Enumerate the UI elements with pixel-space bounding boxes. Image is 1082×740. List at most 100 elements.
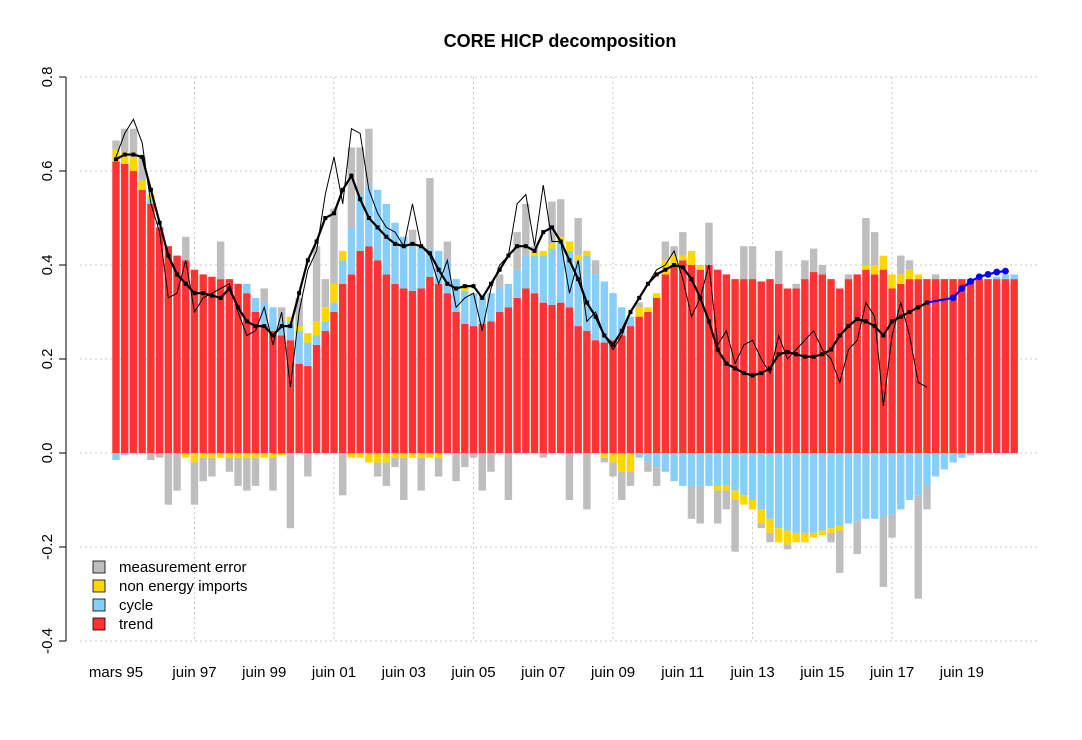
- bar-non-energy-imports: [809, 532, 818, 538]
- bar-cycle: [670, 453, 678, 482]
- y-tick-label: 0.8: [39, 67, 56, 88]
- point-smoothed: [785, 349, 790, 354]
- point-smoothed: [201, 291, 206, 296]
- bar-trend: [426, 276, 434, 453]
- bar-measurement-error: [452, 453, 460, 482]
- chart-title: CORE HICP decomposition: [444, 31, 677, 51]
- point-smoothed: [410, 241, 415, 246]
- bar-trend: [286, 340, 295, 453]
- bar-cycle: [312, 335, 321, 345]
- bar-trend: [321, 330, 329, 453]
- bar-measurement-error: [426, 178, 434, 249]
- point-smoothed: [236, 305, 241, 310]
- bar-non-energy-imports: [897, 274, 905, 284]
- legend-swatch: [92, 598, 106, 612]
- bar-measurement-error: [164, 453, 173, 505]
- y-tick-label: -0.4: [39, 628, 56, 654]
- bar-cycle: [304, 342, 312, 367]
- bar-cycle: [408, 243, 417, 291]
- bar-cycle: [522, 255, 530, 289]
- x-tick-label: juin 99: [241, 664, 286, 681]
- bar-measurement-error: [748, 246, 757, 280]
- bar-trend: [216, 279, 225, 453]
- bar-cycle: [321, 321, 329, 331]
- bar-trend: [234, 283, 242, 453]
- point-smoothed: [837, 333, 842, 338]
- bar-cycle: [400, 236, 408, 289]
- bar-non-energy-imports: [609, 453, 617, 463]
- y-tick-label: 0.4: [39, 255, 56, 276]
- bar-trend: [713, 269, 722, 453]
- bar-non-energy-imports: [888, 274, 896, 289]
- bar-trend: [138, 189, 146, 454]
- bar-trend: [251, 312, 260, 453]
- bar-non-energy-imports: [121, 152, 129, 164]
- bar-trend: [574, 326, 582, 453]
- bar-non-energy-imports: [190, 453, 199, 463]
- point-smoothed: [733, 366, 738, 371]
- bar-non-energy-imports: [740, 495, 748, 505]
- bar-measurement-error: [190, 462, 199, 505]
- bar-cycle: [696, 453, 704, 486]
- bar-cycle: [844, 453, 853, 524]
- bar-measurement-error: [565, 453, 574, 500]
- bar-trend: [147, 203, 155, 453]
- bar-measurement-error: [548, 201, 556, 244]
- bar-cycle: [426, 248, 434, 277]
- bar-non-energy-imports: [696, 265, 704, 270]
- bar-measurement-error: [766, 532, 774, 543]
- legend-label: non energy imports: [119, 578, 247, 595]
- bar-non-energy-imports: [626, 453, 635, 472]
- bar-non-energy-imports: [312, 321, 321, 336]
- point-smoothed: [611, 342, 616, 347]
- point-smoothed: [759, 371, 764, 376]
- bar-trend: [766, 279, 774, 453]
- bar-non-energy-imports: [199, 453, 207, 458]
- bar-cycle: [356, 194, 364, 251]
- bar-non-energy-imports: [792, 532, 800, 543]
- bar-non-energy-imports: [766, 518, 774, 533]
- bar-measurement-error: [216, 241, 225, 280]
- bar-non-energy-imports: [679, 255, 687, 261]
- bar-trend: [417, 288, 425, 453]
- bar-trend: [844, 279, 853, 453]
- point-smoothed: [471, 284, 476, 289]
- x-tick-label: juin 09: [590, 664, 635, 681]
- point-smoothed: [114, 157, 118, 162]
- line-observed: [115, 118, 928, 407]
- bar-non-energy-imports: [583, 250, 591, 256]
- bar-cycle: [809, 453, 818, 533]
- point-smoothed: [270, 333, 275, 338]
- point-smoothed: [218, 295, 223, 300]
- point-smoothed: [645, 281, 650, 286]
- point-smoothed: [375, 225, 380, 230]
- bar-trend: [696, 269, 704, 453]
- bar-trend: [705, 265, 713, 453]
- bar-trend: [993, 279, 1001, 453]
- bar-non-energy-imports: [670, 255, 678, 265]
- bar-trend: [783, 288, 792, 453]
- bar-non-energy-imports: [243, 453, 251, 458]
- bar-cycle: [888, 453, 896, 515]
- bar-trend: [208, 276, 216, 453]
- bar-cycle: [539, 255, 547, 303]
- bar-trend: [626, 326, 635, 453]
- bar-trend: [644, 312, 652, 453]
- point-smoothed: [619, 328, 624, 333]
- bar-trend: [129, 171, 138, 453]
- point-smoothed: [890, 319, 895, 324]
- point-smoothed: [898, 314, 903, 319]
- bar-non-energy-imports: [644, 307, 652, 312]
- point-smoothed: [907, 310, 912, 314]
- bar-trend: [652, 297, 661, 453]
- bar-measurement-error: [312, 246, 321, 322]
- point-forecast: [958, 285, 966, 292]
- point-smoothed: [279, 324, 284, 329]
- bar-trend: [809, 272, 818, 453]
- point-smoothed: [288, 324, 293, 329]
- bar-non-energy-imports: [426, 453, 434, 458]
- bar-measurement-error: [121, 128, 129, 153]
- bar-trend: [635, 316, 643, 453]
- bar-trend: [199, 274, 207, 453]
- y-axis: -0.4 -0.2 0.0 0.2 0.4 0.6 0.8: [39, 67, 67, 654]
